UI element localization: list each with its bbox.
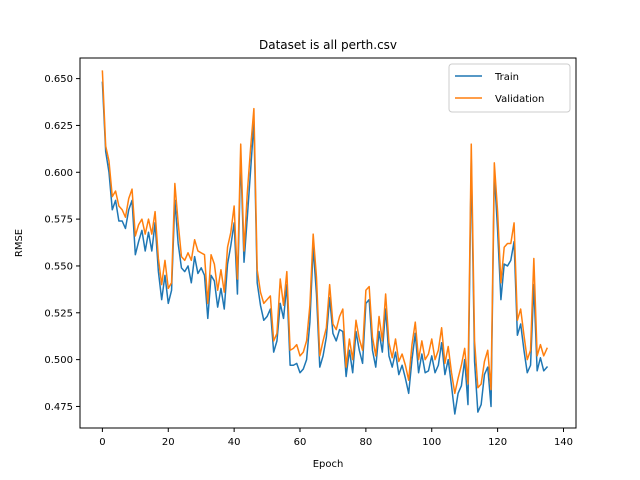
y-tick-label: 0.525 <box>44 308 73 319</box>
x-tick-label: 140 <box>554 437 573 448</box>
y-tick-label: 0.625 <box>44 121 73 132</box>
plot-frame <box>79 57 577 429</box>
y-axis-label: RMSE <box>14 229 25 257</box>
x-tick-label: 0 <box>99 437 105 448</box>
y-tick-label: 0.600 <box>44 168 73 179</box>
x-tick-label: 80 <box>360 437 373 448</box>
legend: Train Validation <box>448 63 571 113</box>
x-axis: 0 20 40 60 80 100 120 140 <box>99 428 573 448</box>
y-tick-label: 0.575 <box>44 215 73 226</box>
chart-title: Dataset is all perth.csv <box>259 38 397 52</box>
x-tick-label: 100 <box>422 437 441 448</box>
legend-train-label: Train <box>494 72 519 83</box>
series-layer <box>101 70 549 415</box>
y-tick-label: 0.500 <box>44 355 73 366</box>
y-axis: 0.475 0.500 0.525 0.550 0.575 0.600 0.625 0.650 <box>44 74 80 413</box>
series-line-validation <box>101 70 549 395</box>
y-tick-label: 0.475 <box>44 402 73 413</box>
legend-validation-label: Validation <box>495 94 544 105</box>
plot-area <box>79 57 577 429</box>
x-tick-label: 20 <box>162 437 175 448</box>
x-axis-label: Epoch <box>313 459 344 470</box>
y-tick-label: 0.550 <box>44 261 73 272</box>
y-tick-label: 0.650 <box>44 74 73 85</box>
x-tick-label: 40 <box>228 437 241 448</box>
x-tick-label: 120 <box>488 437 507 448</box>
x-tick-label: 60 <box>294 437 307 448</box>
